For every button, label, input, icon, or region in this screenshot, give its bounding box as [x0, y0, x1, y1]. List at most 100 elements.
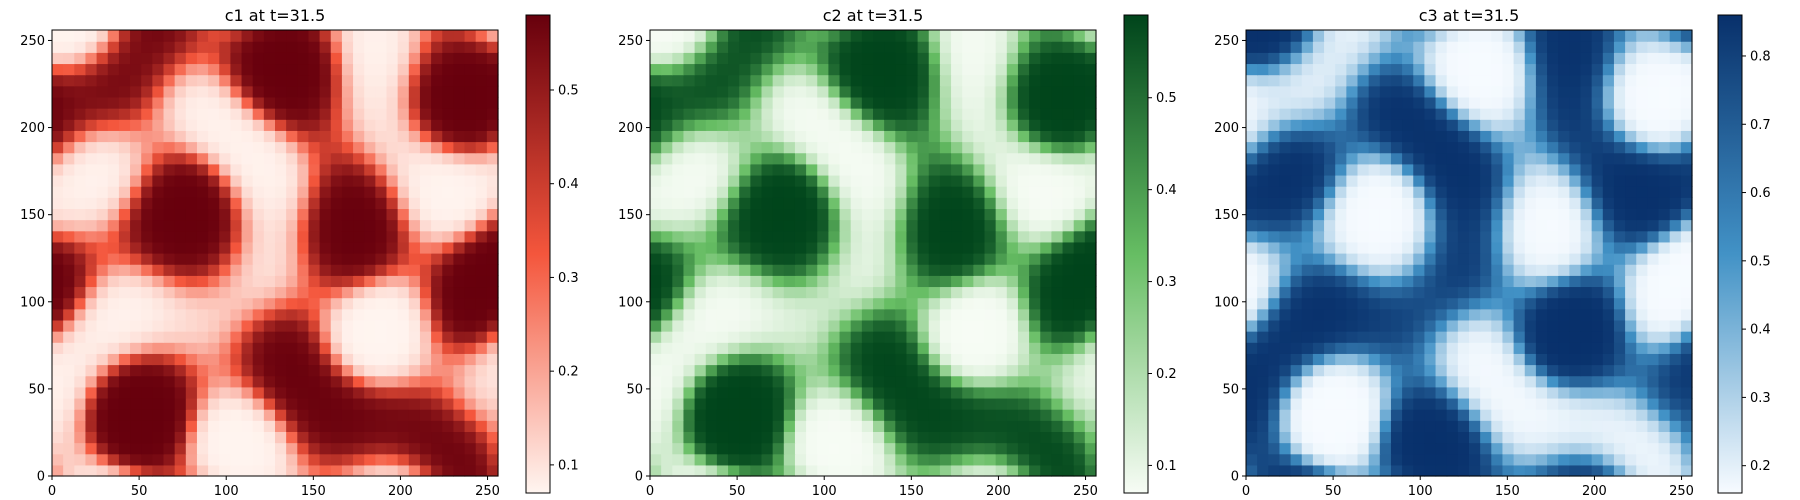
heatmap-cell [419, 331, 432, 343]
heatmap-cell [1268, 41, 1281, 53]
heatmap-cell [297, 375, 310, 388]
heatmap-cell [185, 420, 198, 432]
heatmap-cell [951, 108, 963, 120]
heatmap-cell [1569, 264, 1582, 276]
heatmap-cell [761, 119, 774, 131]
heatmap-cell [1480, 30, 1492, 42]
heatmap-cell [973, 241, 986, 254]
heatmap-cell [375, 63, 388, 76]
heatmap-cell [1424, 96, 1437, 109]
heatmap-cell [1613, 186, 1626, 198]
heatmap-cell [1062, 331, 1075, 343]
heatmap-cell [475, 141, 488, 154]
heatmap-cell [694, 30, 707, 42]
heatmap-cell [1390, 119, 1403, 131]
heatmap-cell [130, 174, 142, 187]
heatmap-cell [1424, 141, 1437, 154]
heatmap-cell [230, 464, 243, 477]
heatmap-cell [850, 386, 863, 399]
heatmap-cell [163, 163, 176, 176]
heatmap-cell [672, 353, 685, 366]
heatmap-cell [319, 342, 332, 354]
heatmap-cell [52, 152, 64, 165]
heatmap-cell [1625, 230, 1637, 243]
heatmap-cell [884, 431, 896, 444]
heatmap-cell [1357, 319, 1370, 332]
heatmap-cell [884, 297, 896, 310]
heatmap-cell [1040, 420, 1052, 432]
heatmap-cell [330, 163, 343, 176]
heatmap-cell [364, 96, 376, 109]
heatmap-cell [650, 41, 662, 53]
heatmap-cell [951, 409, 963, 421]
heatmap-cell [1040, 375, 1052, 388]
heatmap-cell [1062, 420, 1075, 432]
heatmap-cell [252, 230, 265, 243]
heatmap-cell [1312, 219, 1325, 232]
heatmap-cell [1017, 386, 1030, 399]
heatmap-cell [939, 41, 952, 53]
heatmap-cell [661, 108, 673, 120]
heatmap-cell [1669, 30, 1682, 42]
heatmap-cell [694, 253, 707, 265]
heatmap-cell [341, 375, 354, 388]
heatmap-cell [386, 253, 399, 265]
heatmap-cell [984, 186, 997, 198]
heatmap-cell [353, 52, 365, 65]
heatmap-cell [74, 420, 87, 432]
heatmap-cell [364, 253, 376, 265]
heatmap-cell [1669, 431, 1682, 444]
heatmap-cell [107, 186, 120, 198]
heatmap-cell [1290, 186, 1303, 198]
heatmap-cell [252, 319, 265, 332]
heatmap-cell [772, 253, 785, 265]
heatmap-cell [1580, 174, 1593, 187]
heatmap-cell [475, 152, 488, 165]
heatmap-cell [63, 264, 75, 276]
heatmap-cell [1658, 186, 1671, 198]
heatmap-cell [1062, 409, 1075, 421]
heatmap-cell [951, 96, 963, 109]
heatmap-cell [1246, 286, 1258, 299]
heatmap-cell [694, 63, 707, 76]
heatmap-cell [341, 63, 354, 76]
heatmap-cell [1625, 85, 1637, 98]
heatmap-cell [375, 197, 388, 209]
heatmap-cell [716, 420, 729, 432]
heatmap-cell [230, 219, 243, 232]
heatmap-cell [330, 397, 343, 410]
heatmap-cell [1480, 141, 1492, 154]
heatmap-cell [1301, 52, 1314, 65]
heatmap-cell [1084, 275, 1097, 288]
heatmap-cell [1062, 241, 1075, 254]
heatmap-cell [1457, 409, 1470, 421]
heatmap-cell [1524, 186, 1537, 198]
heatmap-cell [951, 431, 963, 444]
heatmap-cell [442, 41, 454, 53]
heatmap-cell [219, 41, 231, 53]
heatmap-cell [63, 386, 75, 399]
heatmap-cell [219, 52, 231, 65]
heatmap-cell [386, 230, 399, 243]
heatmap-cell [386, 286, 399, 299]
heatmap-cell [1547, 96, 1559, 109]
heatmap-cell [397, 453, 410, 466]
heatmap-cell [1569, 108, 1582, 120]
heatmap-cell [1257, 52, 1269, 65]
heatmap-cell [1513, 208, 1526, 221]
heatmap-cell [341, 453, 354, 466]
heatmap-cell [96, 331, 109, 343]
heatmap-cell [408, 63, 421, 76]
heatmap-cell [1335, 174, 1347, 187]
heatmap-cell [1017, 74, 1030, 87]
heatmap-cell [241, 30, 254, 42]
heatmap-cell [884, 420, 896, 432]
heatmap-cell [716, 253, 729, 265]
heatmap-cell [739, 119, 751, 131]
heatmap-cell [1290, 119, 1303, 131]
heatmap-cell [163, 41, 176, 53]
heatmap-cell [1017, 108, 1030, 120]
heatmap-cell [163, 241, 176, 254]
heatmap-cell [174, 186, 187, 198]
heatmap-cell [1335, 74, 1347, 87]
